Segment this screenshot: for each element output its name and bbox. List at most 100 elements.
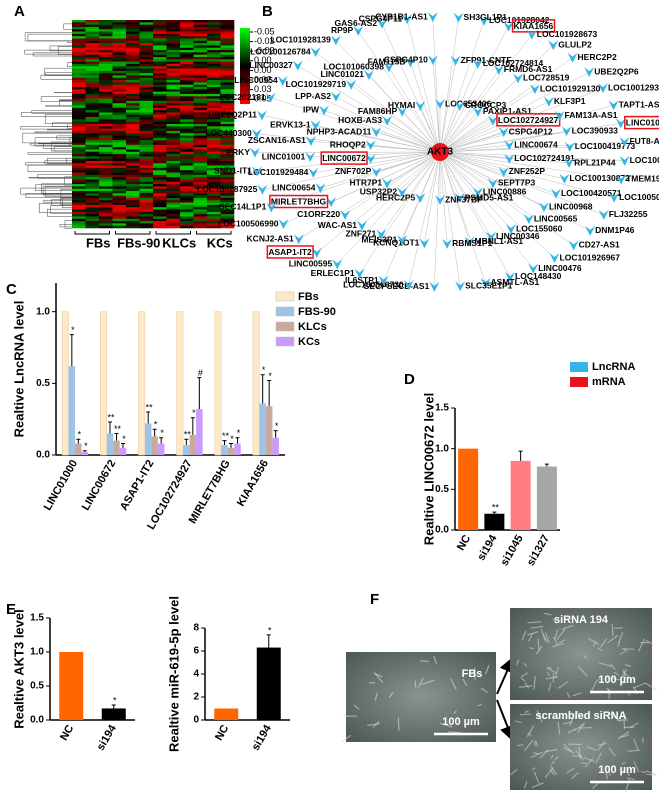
heatmap-cell [193,36,208,39]
heatmap-cell [166,89,181,92]
heatmap-cell [139,117,154,120]
heatmap-cell [99,223,113,226]
heatmap-cell [193,110,208,113]
heatmap-cell [166,130,181,134]
cell [646,773,657,776]
heatmap-cell [112,165,127,169]
heatmap-cell [207,20,221,23]
heatmap-cell [99,174,113,178]
heatmap-cell [126,179,140,183]
heatmap-cell [153,50,167,53]
cell [571,771,579,780]
heatmap-cell [207,87,221,90]
heatmap-cell [126,50,140,53]
heatmap-cell [139,75,154,79]
cell [567,727,577,734]
heatmap-cell [112,202,127,206]
heatmap-cell [85,98,100,102]
heatmap-cell [180,181,194,185]
legend-swatch [275,321,295,332]
heatmap-cell [180,26,194,30]
heatmap-cell [180,209,194,213]
heatmap-cell [99,61,113,65]
heatmap-cell [99,54,113,58]
heatmap-cell [126,174,140,178]
heatmap-cell [139,61,154,65]
heatmap-cell [193,186,208,190]
edge [439,120,494,153]
heatmap-cell [180,223,194,226]
heatmap-cell [193,70,208,74]
cell [554,755,559,761]
heatmap-cell [207,149,221,153]
cell [420,660,429,663]
heatmap-cell [180,193,194,196]
heatmap-cell [193,154,208,157]
heatmap-cell [153,110,167,113]
error-bar [229,443,233,448]
heatmap-cell [99,77,113,81]
node-label: FAM13A-AS1 [565,110,618,120]
heatmap-cell [207,124,221,127]
error-bar [146,411,151,424]
heatmap-cell [207,50,221,53]
heatmap-cell [180,103,194,106]
heatmap-cell [220,170,235,173]
heatmap-cell [126,52,140,55]
lncrna-node [415,193,426,204]
heatmap-cell [99,121,113,125]
heatmap-cell [220,204,235,208]
cell [632,682,646,689]
heatmap-cell [193,50,208,53]
heatmap-cell [99,96,113,99]
cell [590,682,597,693]
edge [439,151,557,194]
bar [157,443,165,455]
heatmap-cell [85,75,100,79]
node-label: HTR7P1 [350,178,383,188]
heatmap-cell [193,119,208,122]
heatmap-cell [166,105,181,109]
heatmap-cell [112,114,127,118]
heatmap-cell [72,218,86,222]
heatmap-cell [72,225,86,229]
heatmap-cell [220,151,235,155]
heatmap-cell [153,158,167,162]
heatmap-cell [99,142,113,146]
heatmap-cell [220,98,235,102]
heatmap-cell [99,184,113,187]
heatmap-cell [193,172,208,176]
heatmap-cell [153,128,167,132]
heatmap-cell [85,142,100,146]
heatmap-cell [193,100,208,104]
heatmap-cell [139,216,154,220]
lncrna-node [493,64,504,75]
heatmap-cell [112,211,127,215]
heatmap-cell [207,156,221,159]
heatmap-cell [112,142,127,146]
heatmap-cell [72,61,86,65]
heatmap-cell [193,117,208,120]
heatmap-cell [85,216,100,220]
y-axis-label: Realtive AKT3 level [11,609,26,728]
heatmap-cell [72,221,86,224]
heatmap-cell [85,114,100,118]
heatmap-cell [166,218,181,222]
heatmap-cell [99,119,113,122]
heatmap-cell [180,179,194,183]
heatmap-cell [166,202,181,206]
lncrna-node [513,73,524,84]
cell [544,748,558,753]
cell [550,754,554,759]
cell [533,771,540,784]
heatmap-cell [112,207,127,210]
heatmap-cell [220,202,235,206]
heatmap-cell [166,84,181,88]
node-label: KLF3P1 [554,96,586,106]
cell [397,717,400,731]
mrna-node [431,143,449,161]
group-bracket [74,231,110,235]
heatmap-cell [207,126,221,129]
heatmap-cell [180,144,194,148]
heatmap-cell [207,110,221,113]
